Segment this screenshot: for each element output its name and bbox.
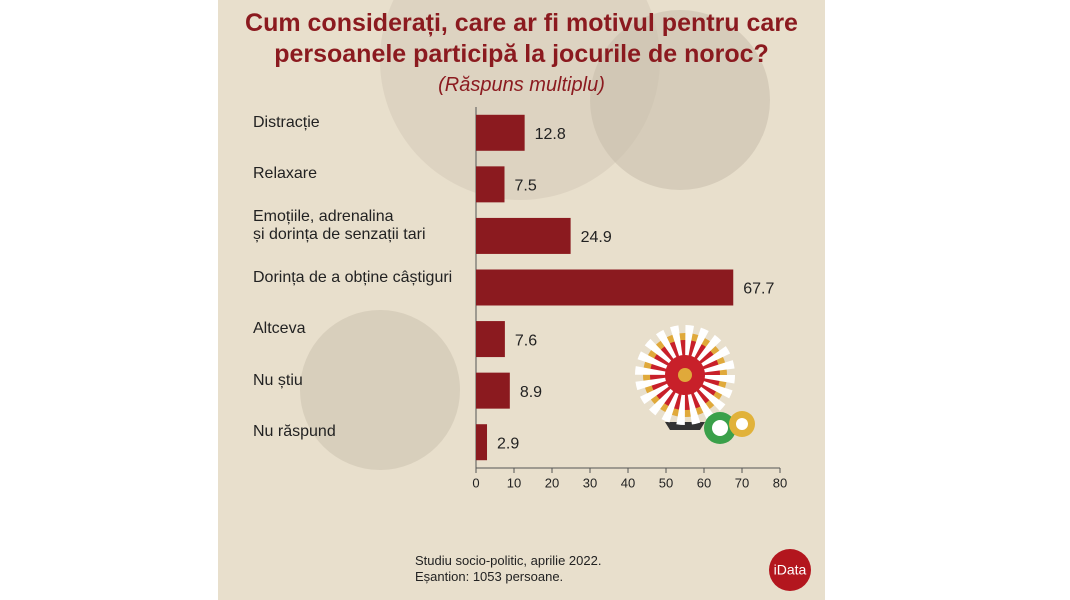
value-label: 7.6: [515, 332, 537, 349]
logo-badge: [769, 549, 811, 591]
x-tick-label: 50: [659, 475, 673, 490]
bar: [476, 424, 488, 461]
value-label: 12.8: [535, 126, 566, 143]
category-label: Nu știu: [253, 371, 303, 389]
category-label: Relaxare: [253, 165, 318, 183]
chart-subtitle: (Răspuns multiplu): [438, 74, 605, 96]
category-label: Nu răspund: [253, 423, 336, 441]
footnote: Studiu socio-politic, aprilie 2022. Eșan…: [415, 553, 602, 584]
value-label: 2.9: [497, 435, 519, 452]
bar: [476, 217, 571, 254]
x-tick-label: 60: [697, 475, 711, 490]
decoration: [380, 0, 660, 200]
value-label: 24.9: [581, 229, 612, 246]
value-label: 8.9: [520, 384, 542, 401]
category-label: Distracție: [253, 113, 320, 131]
x-tick-label: 20: [545, 475, 559, 490]
category-label: Altceva: [253, 320, 306, 338]
x-tick-label: 80: [773, 475, 787, 490]
x-tick-label: 30: [583, 475, 597, 490]
logo: iData: [774, 562, 807, 578]
chart-title: Cum considerați, care ar fi motivul pent…: [245, 9, 798, 68]
bar: [476, 372, 510, 409]
decoration: [590, 10, 770, 190]
decoration: [300, 310, 460, 470]
category-label: Dorința de a obține câștiguri: [253, 268, 453, 286]
value-label: 67.7: [743, 281, 774, 298]
x-tick-label: 10: [507, 475, 521, 490]
bar: [476, 166, 505, 203]
bar: [476, 114, 525, 151]
bar: [476, 269, 734, 306]
x-tick-label: 40: [621, 475, 635, 490]
value-label: 7.5: [515, 178, 537, 195]
wheel-illustration: [635, 325, 755, 444]
bar: [476, 321, 505, 358]
x-tick-label: 70: [735, 475, 749, 490]
category-label: Emoțiile, adrenalina și dorința de senza…: [253, 207, 426, 243]
x-tick-label: 0: [472, 475, 479, 490]
